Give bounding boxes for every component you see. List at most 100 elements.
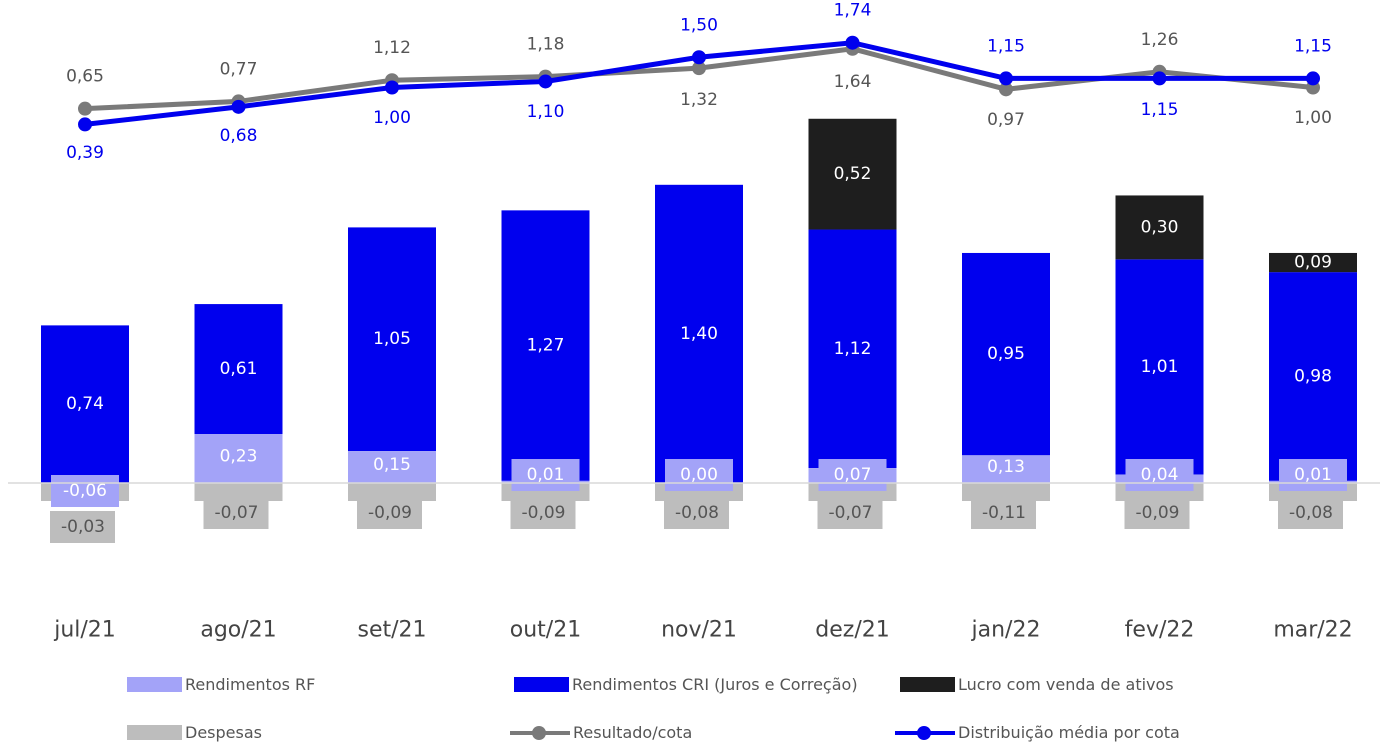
label-distribuicao-7: 1,15 bbox=[987, 36, 1025, 56]
label-resultado-3: 1,12 bbox=[373, 38, 411, 58]
legend-label-distribuicao: Distribuição média por cota bbox=[958, 723, 1180, 742]
label-distribuicao-6: 1,74 bbox=[834, 1, 872, 21]
point-distribuicao-8 bbox=[1152, 71, 1167, 86]
point-distribuicao-3 bbox=[385, 80, 399, 95]
legend-item-lucro: Lucro com venda de ativos bbox=[900, 675, 1174, 694]
label-rf-9: 0,01 bbox=[1294, 465, 1332, 485]
point-distribuicao-5 bbox=[692, 50, 706, 65]
point-distribuicao-7 bbox=[999, 71, 1013, 86]
x-tick-9: mar/22 bbox=[1273, 618, 1352, 643]
lines-layer: 0,65 0,77 1,12 1,18 1,32 1,64 0,97 1,26 1,00 0,39… bbox=[66, 1, 1332, 163]
point-distribuicao-9 bbox=[1306, 71, 1320, 86]
label-despesas-1: -0,03 bbox=[61, 517, 105, 537]
bar-despesas-2 bbox=[203, 497, 269, 529]
point-resultado-7 bbox=[999, 82, 1013, 97]
chip-rf-1 bbox=[51, 475, 119, 507]
bar-despesas-4 bbox=[510, 497, 576, 529]
bar-despesas-3 bbox=[357, 497, 422, 529]
x-tick-1: jul/21 bbox=[53, 618, 116, 643]
label-despesas-4: -0,09 bbox=[522, 503, 566, 523]
bar-despesas-6 bbox=[817, 497, 883, 529]
label-cri-6: 1,12 bbox=[834, 339, 872, 359]
label-rf-5: 0,00 bbox=[680, 465, 718, 485]
label-cri-7: 0,95 bbox=[987, 344, 1025, 364]
x-tick-2: ago/21 bbox=[200, 618, 276, 643]
label-resultado-5: 1,32 bbox=[680, 90, 718, 110]
bar-rf-3 bbox=[348, 451, 436, 483]
chip-rf-4 bbox=[511, 459, 580, 491]
label-despesas-9: -0,08 bbox=[1289, 503, 1333, 523]
bar-cri-6 bbox=[808, 229, 897, 469]
label-resultado-2: 0,77 bbox=[220, 59, 258, 79]
x-tick-7: jan/22 bbox=[971, 618, 1041, 643]
legend-swatch-rf bbox=[127, 677, 182, 692]
label-rf-3: 0,15 bbox=[373, 455, 411, 475]
bar-cri-9 bbox=[1269, 272, 1357, 481]
point-distribuicao-2 bbox=[231, 99, 246, 114]
label-despesas-2: -0,07 bbox=[215, 503, 259, 523]
point-resultado-1 bbox=[78, 101, 92, 116]
bar-despesas-base-3 bbox=[348, 483, 436, 501]
label-cri-5: 1,40 bbox=[680, 324, 718, 344]
label-lucro-9: 0,09 bbox=[1294, 253, 1332, 273]
bar-cri-4 bbox=[501, 210, 590, 481]
legend-item-despesas: Despesas bbox=[127, 723, 262, 742]
legend-line-resultado bbox=[510, 725, 570, 741]
x-tick-4: out/21 bbox=[510, 618, 581, 643]
legend-item-resultado: Resultado/cota bbox=[510, 723, 692, 742]
label-rf-6: 0,07 bbox=[834, 465, 872, 485]
x-tick-5: nov/21 bbox=[661, 618, 737, 643]
bar-despesas-base-7 bbox=[962, 483, 1050, 501]
bars-layer: 0,74 -0,03 -0,06 0,61 -0,07 0,23 1,05 -0,09 0,15… bbox=[41, 118, 1357, 543]
x-tick-3: set/21 bbox=[357, 618, 426, 643]
label-distribuicao-9: 1,15 bbox=[1294, 36, 1332, 56]
label-rf-8: 0,04 bbox=[1141, 465, 1179, 485]
label-distribuicao-5: 1,50 bbox=[680, 15, 718, 35]
legend-label-resultado: Resultado/cota bbox=[573, 723, 693, 742]
legend-swatch-cri bbox=[514, 677, 569, 692]
legend-swatch-lucro bbox=[900, 677, 955, 692]
bar-lucro-6 bbox=[808, 118, 897, 230]
point-distribuicao-1 bbox=[78, 117, 92, 132]
label-despesas-6: -0,07 bbox=[829, 503, 873, 523]
label-cri-1: 0,74 bbox=[66, 394, 104, 414]
bar-rf-7 bbox=[962, 455, 1050, 483]
label-lucro-6: 0,52 bbox=[834, 164, 872, 184]
label-despesas-5: -0,08 bbox=[675, 503, 719, 523]
legend-swatch-despesas bbox=[127, 725, 182, 740]
label-rf-7: 0,13 bbox=[987, 457, 1025, 477]
bar-cri-5 bbox=[655, 184, 743, 484]
bar-despesas-7 bbox=[971, 497, 1036, 529]
label-cri-3: 1,05 bbox=[373, 329, 411, 349]
legend-item-distribuicao: Distribuição média por cota bbox=[895, 723, 1180, 742]
bar-lucro-8 bbox=[1115, 195, 1204, 260]
x-axis: jul/21 ago/21 set/21 out/21 nov/21 dez/21 jan/… bbox=[8, 482, 1380, 643]
label-resultado-6: 1,64 bbox=[834, 72, 872, 92]
label-cri-9: 0,98 bbox=[1294, 367, 1332, 387]
bar-despesas-9 bbox=[1278, 497, 1343, 529]
legend-line-distribuicao bbox=[895, 725, 955, 741]
label-distribuicao-8: 1,15 bbox=[1141, 100, 1179, 120]
bar-cri-1 bbox=[41, 325, 129, 483]
label-cri-8: 1,01 bbox=[1141, 357, 1179, 377]
label-distribuicao-2: 0,68 bbox=[220, 126, 258, 146]
bar-cri-3 bbox=[348, 227, 436, 452]
label-resultado-1: 0,65 bbox=[66, 67, 104, 87]
label-distribuicao-3: 1,00 bbox=[373, 108, 411, 128]
legend-label-lucro: Lucro com venda de ativos bbox=[958, 675, 1174, 694]
bar-cri-2 bbox=[194, 304, 283, 435]
label-resultado-9: 1,00 bbox=[1294, 108, 1332, 128]
label-despesas-7: -0,11 bbox=[982, 503, 1026, 523]
bar-despesas-1 bbox=[50, 511, 115, 543]
label-rf-2: 0,23 bbox=[220, 447, 258, 467]
bar-rf-2 bbox=[194, 434, 283, 483]
x-tick-8: fev/22 bbox=[1125, 618, 1195, 643]
chip-rf-9 bbox=[1279, 459, 1347, 491]
legend-item-rf: Rendimentos RF bbox=[127, 675, 315, 694]
label-lucro-8: 0,30 bbox=[1141, 217, 1179, 237]
label-rf-4: 0,01 bbox=[527, 465, 565, 485]
label-resultado-8: 1,26 bbox=[1141, 30, 1179, 50]
label-despesas-3: -0,09 bbox=[368, 503, 412, 523]
x-tick-6: dez/21 bbox=[815, 618, 889, 643]
